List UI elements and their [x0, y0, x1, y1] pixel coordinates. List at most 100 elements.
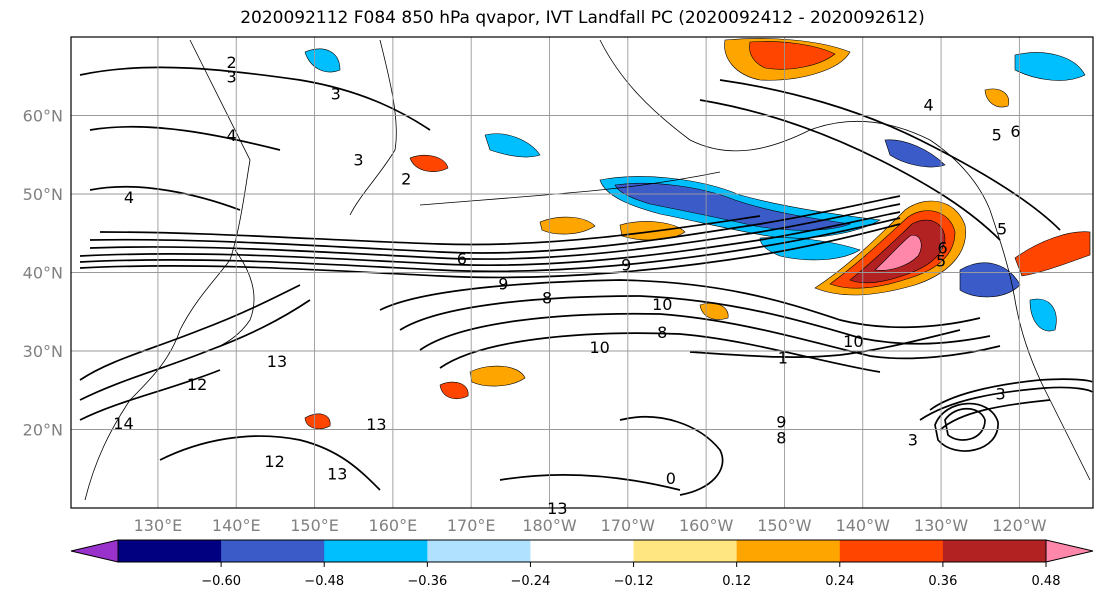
positive-anomaly-blob [439, 381, 469, 399]
colorbar-bin [118, 540, 222, 562]
contour-line [79, 299, 311, 401]
colorbar-frame [117, 539, 1047, 563]
longitude-tick-label: 150°E [290, 516, 339, 535]
map-gridlines [71, 37, 1093, 508]
contour-value-label: 14 [113, 414, 133, 433]
colorbar-tick-label: −0.60 [201, 574, 241, 589]
contour-line [689, 329, 961, 358]
contour-value-label: 5 [936, 252, 946, 271]
contour-value-label: 3 [908, 431, 918, 450]
longitude-tick-label: 150°W [757, 516, 812, 535]
colorbar-bin [736, 540, 841, 562]
contour-line [79, 217, 901, 273]
positive-anomaly-blob [749, 41, 836, 70]
asia-coastline [84, 39, 251, 501]
negative-anomaly-blob [959, 262, 1021, 298]
contour-line [934, 402, 999, 452]
longitude-tick-label: 160°E [369, 516, 418, 535]
colorbar-bin [839, 540, 944, 562]
contour-line [79, 211, 901, 267]
contour-line [79, 369, 221, 421]
contour-value-label: 3 [353, 150, 363, 169]
colorbar-bin [324, 540, 428, 562]
contour-line [919, 386, 1093, 421]
contour-value-label: 0 [666, 469, 676, 488]
japan-coastline [209, 249, 255, 351]
colorbar-tick-label: 0.48 [1032, 574, 1061, 589]
contour-value-label: 13 [547, 499, 567, 518]
contour-value-label: 4 [124, 188, 134, 207]
contour-value-label: 6 [1010, 122, 1020, 141]
colorbar-tick-label: −0.24 [511, 574, 551, 589]
negative-anomaly-blob [304, 48, 341, 73]
latitude-tick-label: 50°N [23, 185, 63, 204]
contour-value-label: 8 [542, 289, 552, 308]
contour-line [89, 185, 241, 211]
alaska-coastline [599, 39, 991, 211]
longitude-tick-label: 180°W [522, 516, 577, 535]
longitude-labels: 130°E 140°E 150°E 160°E 170°E 180°W 170°W 160°W… [134, 516, 1047, 535]
colorbar-tick-label: −0.48 [304, 574, 344, 589]
longitude-tick-label: 130°W [914, 516, 969, 535]
contour-value-label: 10 [652, 295, 672, 314]
latitude-tick-label: 20°N [23, 421, 63, 440]
positive-anomaly-blob [409, 155, 449, 172]
positive-anomaly-core [874, 234, 922, 271]
colorbar-tick-label: 0.24 [825, 574, 854, 589]
positive-anomaly-blob [304, 413, 331, 430]
contour-value-label: 10 [843, 332, 863, 351]
contour-value-label: 3 [995, 384, 1005, 403]
longitude-tick-label: 170°W [601, 516, 656, 535]
colorbar-bins [118, 540, 1047, 562]
contour-value-label: 8 [776, 428, 786, 447]
longitude-tick-label: 130°E [134, 516, 183, 535]
positive-anomaly-blob [984, 88, 1010, 108]
contour-value-label: 6 [457, 249, 467, 268]
negative-anomaly-blob [484, 133, 541, 158]
contour-line [89, 125, 281, 151]
map-content [79, 38, 1093, 501]
contour-line [159, 435, 381, 491]
contour-value-label: 5 [997, 220, 1007, 239]
contour-line [719, 79, 1061, 231]
contour-value-label: 2 [226, 53, 236, 72]
colorbar-under-extension [70, 539, 119, 563]
negative-anomaly-blob [884, 139, 946, 168]
colorbar-tick-label: −0.12 [614, 574, 654, 589]
contour-value-label: 3 [331, 85, 341, 104]
latitude-tick-label: 30°N [23, 342, 63, 361]
contour-line [699, 99, 1001, 241]
contour-line [79, 284, 301, 381]
colorbar-bin [530, 540, 635, 562]
contour-value-label: 1 [778, 348, 788, 367]
colorbar-tick-label: 0.36 [928, 574, 957, 589]
contour-value-label: 4 [923, 96, 933, 115]
colorbar-over-extension [1045, 539, 1094, 563]
contour-value-label: 5 [992, 125, 1002, 144]
map-frame [70, 36, 1094, 509]
longitude-tick-label: 160°W [679, 516, 734, 535]
contour-value-label: 3 [226, 67, 236, 86]
contour-line [929, 378, 1093, 411]
colorbar-bin [633, 540, 738, 562]
contour-value-label: 9 [498, 274, 508, 293]
contour-value-label: 4 [226, 126, 236, 145]
contour-line [619, 416, 724, 496]
colorbar-bin [942, 540, 1047, 562]
contour-value-label: 13 [267, 352, 287, 371]
contour-value-label: 9 [621, 256, 631, 275]
contour-value-label: 8 [657, 323, 667, 342]
contour-line [944, 407, 986, 441]
contour-value-label: 13 [327, 464, 347, 483]
positive-anomaly-blob [539, 216, 596, 235]
longitude-tick-label: 140°E [212, 516, 261, 535]
contour-line [79, 223, 901, 279]
contour-line [99, 215, 761, 246]
figure-title: 2020092112 F084 850 hPa qvapor, IVT Land… [240, 8, 925, 28]
contour-line [499, 473, 681, 491]
kamchatka-coastline [349, 39, 397, 216]
contour-value-label: 12 [187, 375, 207, 394]
longitude-tick-label: 140°W [836, 516, 891, 535]
contour-line [379, 279, 981, 329]
negative-anomaly-blob [1014, 52, 1086, 81]
